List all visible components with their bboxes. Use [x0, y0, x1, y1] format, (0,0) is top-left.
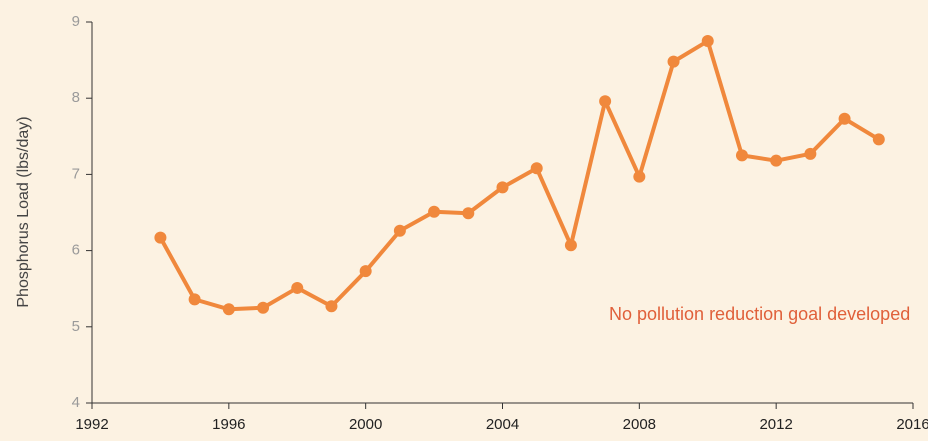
- marker: [222, 303, 235, 316]
- y-tick-label: 4: [72, 394, 80, 411]
- marker: [735, 149, 748, 162]
- y-tick-label: 5: [72, 318, 80, 335]
- marker: [530, 162, 543, 175]
- marker: [804, 147, 817, 160]
- y-axis-label: Phosphorus Load (lbs/day): [15, 116, 32, 307]
- x-tick-label: 1996: [212, 416, 245, 433]
- marker: [701, 35, 714, 48]
- marker: [291, 281, 304, 294]
- x-tick-label: 2016: [896, 416, 928, 433]
- x-tick-label: 2000: [349, 416, 382, 433]
- line: [158, 39, 880, 312]
- y-tick-label: 7: [72, 165, 80, 182]
- x-tick-label: 2008: [623, 416, 656, 433]
- marker: [393, 224, 406, 237]
- marker: [462, 207, 475, 220]
- x-tick-label: 1992: [75, 416, 108, 433]
- marker: [838, 112, 851, 125]
- marker: [633, 170, 646, 183]
- marker: [257, 301, 270, 314]
- marker: [872, 133, 885, 146]
- marker: [188, 293, 201, 306]
- marker: [564, 239, 577, 252]
- y-tick-label: 8: [72, 89, 80, 106]
- marker: [667, 55, 680, 68]
- marker: [359, 265, 372, 278]
- marker: [496, 181, 509, 194]
- marker: [325, 300, 338, 313]
- marker: [154, 231, 167, 244]
- marker: [599, 95, 612, 108]
- marker: [428, 205, 441, 218]
- y-tick-label: 6: [72, 242, 80, 259]
- x-tick-label: 2004: [486, 416, 519, 433]
- marker: [770, 154, 783, 167]
- y-tick-label: 9: [72, 13, 80, 30]
- annotation: No pollution reduction goal developed: [609, 304, 911, 324]
- x-tick-label: 2012: [759, 416, 792, 433]
